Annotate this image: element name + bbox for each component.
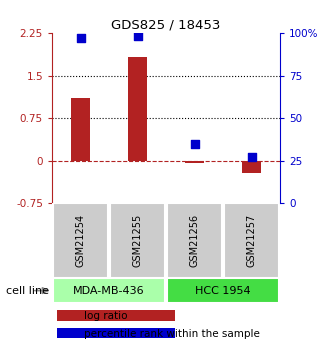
Point [78,35,83,41]
Text: cell line: cell line [6,286,49,296]
Point [135,34,140,39]
Point [192,141,197,146]
Bar [56,327,175,338]
Bar [242,160,261,173]
Point [249,155,254,160]
Bar [167,278,280,303]
Bar [127,57,148,160]
Text: GSM21256: GSM21256 [189,214,200,267]
Text: percentile rank within the sample: percentile rank within the sample [84,329,260,339]
Bar [52,203,109,278]
Text: log ratio: log ratio [84,311,127,321]
Bar [52,278,165,303]
Bar [184,160,205,164]
Bar [110,203,165,278]
Bar [167,203,222,278]
Text: GSM21255: GSM21255 [133,214,143,267]
Bar [56,310,175,321]
Text: GSM21254: GSM21254 [76,214,85,267]
Title: GDS825 / 18453: GDS825 / 18453 [111,19,221,32]
Text: GSM21257: GSM21257 [247,214,256,267]
Bar [223,203,280,278]
Text: HCC 1954: HCC 1954 [195,286,251,296]
Bar [71,98,90,160]
Text: MDA-MB-436: MDA-MB-436 [73,286,145,296]
